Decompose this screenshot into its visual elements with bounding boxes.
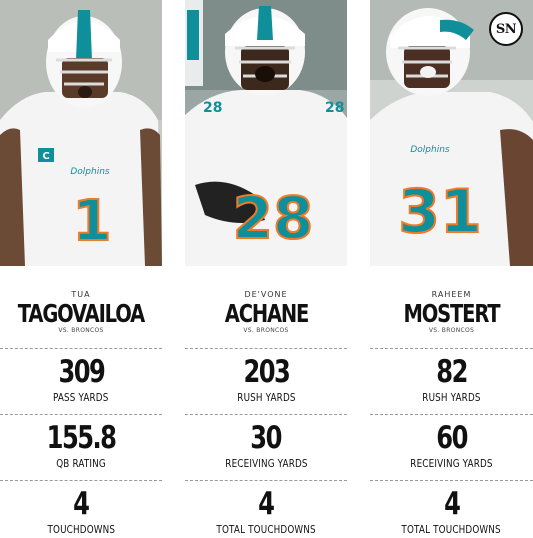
stat-block: 4 TOTAL TOUCHDOWNS <box>204 481 328 536</box>
divider <box>185 414 347 415</box>
svg-text:C: C <box>42 151 49 162</box>
first-name: RAHEEM <box>431 290 472 299</box>
svg-text:28: 28 <box>203 100 222 116</box>
divider <box>185 480 347 481</box>
svg-text:Dolphins: Dolphins <box>410 145 450 155</box>
divider <box>185 348 347 349</box>
stat-label: TOUCHDOWNS <box>47 523 115 536</box>
last-name: MOSTERT <box>403 299 501 328</box>
stat-value: 4 <box>443 486 461 522</box>
stat-label: TOTAL TOUCHDOWNS <box>401 523 502 536</box>
stat-value: 82 <box>436 354 468 390</box>
stat-label: QB RATING <box>56 457 106 470</box>
jersey-number-1: 1 <box>73 189 112 254</box>
opponent-label: VS. BRONCOS <box>428 327 475 334</box>
sporting-news-logo: SN <box>489 12 523 46</box>
stat-value: 30 <box>250 420 283 456</box>
stat-label: RECEIVING YARDS <box>224 457 308 470</box>
player-photo-mostert: Dolphins 31 <box>370 0 533 266</box>
stat-value: 4 <box>258 486 275 522</box>
stat-block: 155.8 QB RATING <box>37 415 125 470</box>
stat-block: 30 RECEIVING YARDS <box>215 415 318 470</box>
stat-block: 60 RECEIVING YARDS <box>400 415 503 470</box>
opponent-label: VS. BRONCOS <box>243 327 289 334</box>
first-name: DE'VONE <box>244 290 288 299</box>
opponent-label: VS. BRONCOS <box>58 327 104 334</box>
player-card-mostert: RAHEEM MOSTERT VS. BRONCOS 82 RUSH YARDS… <box>370 266 533 538</box>
stat-block: 82 RUSH YARDS <box>415 349 488 404</box>
stat-block: 203 RUSH YARDS <box>230 349 303 404</box>
stat-label: RUSH YARDS <box>422 391 481 404</box>
last-name: ACHANE <box>224 299 309 328</box>
player-photo-tagovailoa: C Dolphins 1 <box>0 0 162 266</box>
player-photo-achane: 28 28 28 <box>185 0 347 266</box>
divider <box>0 414 162 415</box>
jersey-number-28: 28 <box>233 184 314 252</box>
stat-label: TOTAL TOUCHDOWNS <box>216 523 316 536</box>
stat-value: 60 <box>436 420 468 456</box>
divider <box>0 480 162 481</box>
player-card-achane: DE'VONE ACHANE VS. BRONCOS 203 RUSH YARD… <box>185 266 347 538</box>
stat-label: RUSH YARDS <box>236 391 296 404</box>
divider <box>370 348 533 349</box>
stat-value: 309 <box>58 354 105 390</box>
divider <box>370 480 533 481</box>
stat-label: PASS YARDS <box>53 391 109 404</box>
first-name: TUA <box>71 290 91 299</box>
jersey-number-31: 31 <box>398 177 482 247</box>
stat-value: 203 <box>243 354 290 390</box>
player-card-tagovailoa: TUA TAGOVAILOA VS. BRONCOS 309 PASS YARD… <box>0 266 162 538</box>
stat-label: RECEIVING YARDS <box>410 457 493 470</box>
divider <box>0 348 162 349</box>
stat-block: 4 TOTAL TOUCHDOWNS <box>389 481 513 536</box>
stat-block: 4 TOUCHDOWNS <box>39 481 124 536</box>
last-name: TAGOVAILOA <box>17 299 145 328</box>
divider <box>370 414 533 415</box>
stat-value: 155.8 <box>46 420 117 456</box>
svg-text:Dolphins: Dolphins <box>70 167 110 177</box>
stat-value: 4 <box>73 486 90 522</box>
stat-block: 309 PASS YARDS <box>46 349 115 404</box>
svg-text:28: 28 <box>325 100 344 116</box>
